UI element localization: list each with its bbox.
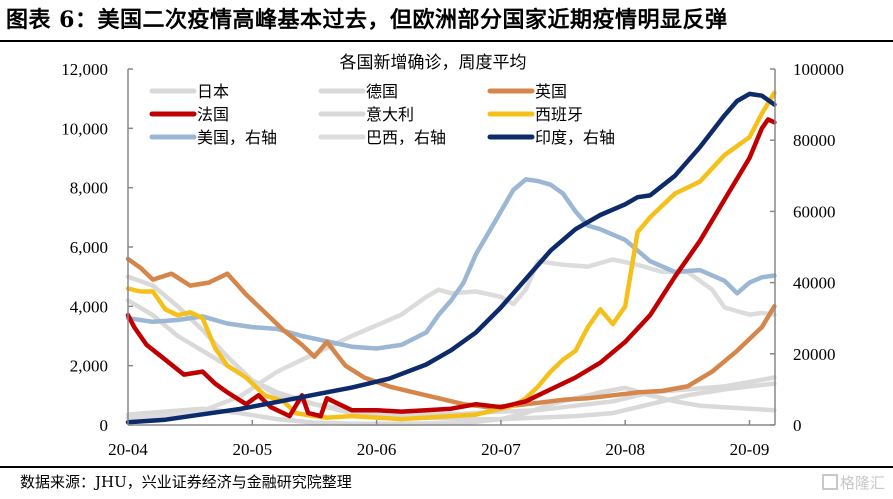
right-tick-label: 40000 (793, 274, 836, 293)
x-tick-label: 20-05 (232, 440, 272, 459)
x-tick-label: 20-09 (730, 440, 770, 459)
legend-label: 英国 (535, 83, 567, 101)
right-tick-label: 60000 (793, 202, 836, 221)
x-tick-label: 20-07 (481, 440, 521, 459)
left-tick-label: 12,000 (61, 60, 108, 79)
left-tick-label: 8,000 (70, 179, 108, 198)
footer-divider (0, 466, 893, 468)
series-line-2 (125, 256, 777, 410)
legend-item: 巴西，右轴 (318, 129, 446, 147)
legend-label: 法国 (197, 106, 229, 124)
series-line-6 (125, 177, 777, 351)
left-tick-label: 2,000 (70, 357, 108, 376)
series-line-5 (125, 90, 777, 422)
plot-lines (125, 90, 777, 427)
legend-item: 西班牙 (487, 106, 583, 124)
right-tick-label: 80000 (793, 131, 836, 150)
legend-label: 德国 (366, 83, 398, 101)
legend-item: 意大利 (318, 105, 414, 124)
watermark-logo-icon (822, 474, 838, 490)
legend-label: 意大利 (366, 105, 414, 124)
left-tick-label: 10,000 (61, 119, 108, 138)
right-tick-label: 100000 (793, 60, 844, 79)
line-chart: 各国新增确诊，周度平均 0 2,000 4,000 6,000 8,000 10,000 1… (61, 53, 844, 459)
x-tick-label: 20-08 (605, 440, 645, 459)
left-tick-label: 4,000 (70, 297, 108, 316)
series-line-8 (125, 91, 777, 425)
legend-item: 法国 (149, 106, 229, 124)
watermark: 格隆汇 (822, 472, 885, 493)
legend-item: 英国 (487, 83, 567, 101)
left-tick-label: 6,000 (70, 238, 108, 257)
legend-item: 印度，右轴 (487, 129, 615, 147)
legend-label: 美国，右轴 (197, 129, 277, 147)
axes: 0 2,000 4,000 6,000 8,000 10,000 12,000 0 20000 4… (61, 60, 844, 459)
series-line-3 (125, 117, 777, 419)
legend-item: 德国 (318, 83, 398, 101)
series-line-0 (125, 385, 777, 427)
series-line-7 (125, 257, 777, 421)
legend-label: 西班牙 (535, 106, 583, 124)
chart-title: 各国新增确诊，周度平均 (340, 53, 527, 72)
source-note: 数据来源：JHU，兴业证券经济与金融研究院整理 (20, 473, 352, 491)
x-tick-label: 20-04 (108, 440, 148, 459)
legend-label: 印度，右轴 (535, 129, 615, 147)
right-tick-label: 20000 (793, 345, 836, 364)
x-tick-label: 20-06 (357, 440, 397, 459)
legend-item: 美国，右轴 (149, 129, 277, 147)
watermark-text: 格隆汇 (840, 474, 886, 492)
legend-label: 巴西，右轴 (366, 129, 446, 147)
title-divider (0, 40, 893, 42)
left-tick-label: 0 (100, 416, 109, 435)
page-title: 图表 6：美国二次疫情高峰基本过去，但欧洲部分国家近期疫情明显反弹 (6, 7, 728, 33)
legend-label: 日本 (197, 83, 229, 101)
legend-item: 日本 (149, 83, 229, 101)
right-tick-label: 0 (793, 416, 802, 435)
